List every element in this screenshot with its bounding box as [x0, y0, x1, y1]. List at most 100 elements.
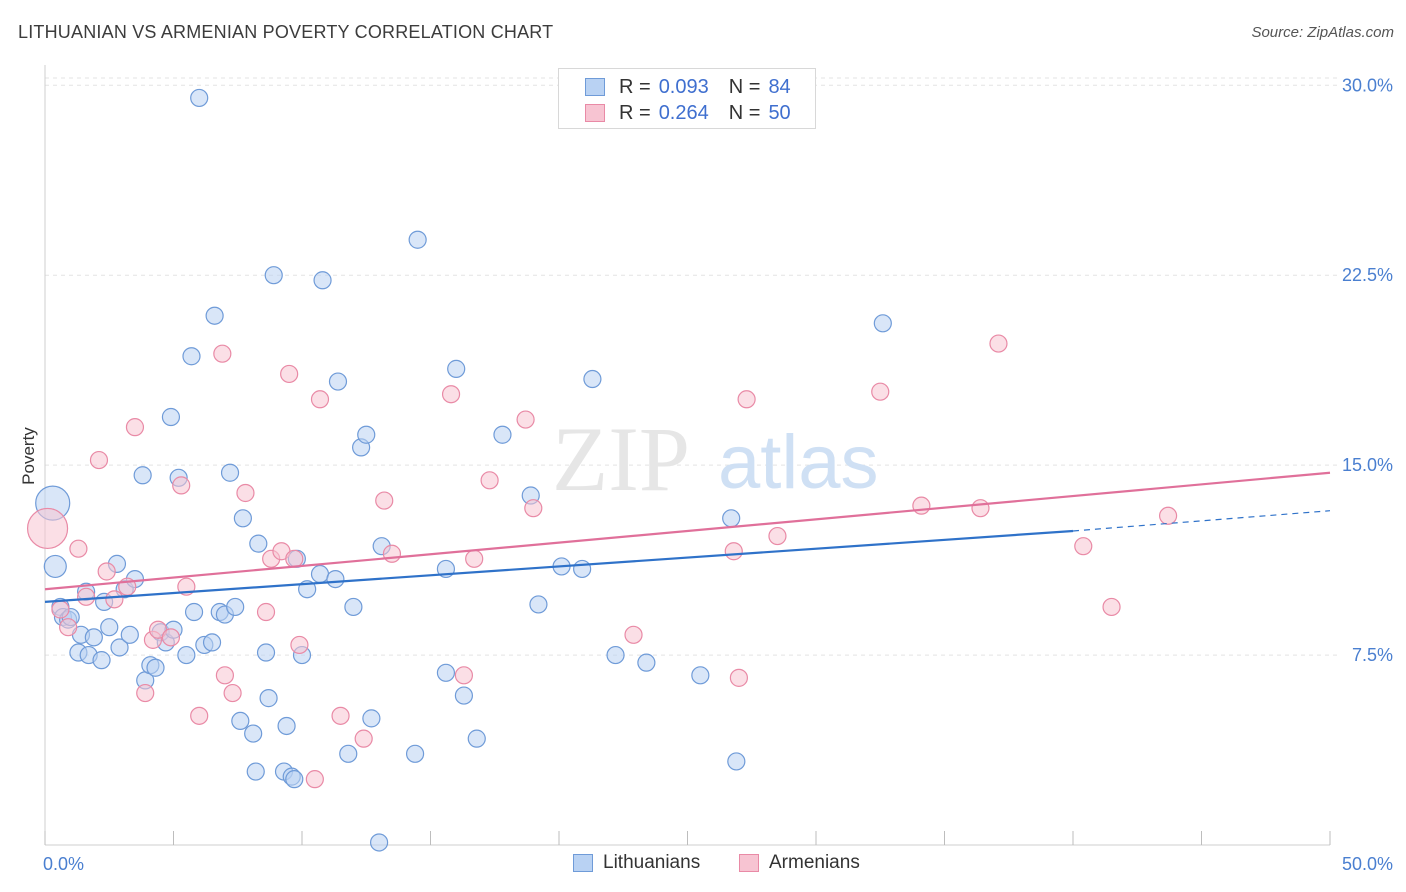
stats-row-lithuanians: R = 0.093 N = 84 [585, 75, 791, 99]
armenian-point [912, 496, 931, 515]
lithuanian-point [84, 628, 103, 647]
r-label: R = [619, 75, 651, 98]
armenian-point [125, 418, 145, 437]
armenians-swatch [739, 854, 759, 872]
lithuanians-swatch [573, 854, 593, 872]
armenian-point [516, 410, 535, 429]
y-tick-label: 30.0% [1342, 75, 1393, 95]
r-label: R = [619, 101, 651, 124]
lithuanian-point [583, 369, 602, 389]
lithuanian-point [691, 666, 710, 685]
series-legend: Lithuanians Armenians [0, 852, 1406, 878]
lithuanian-point [43, 554, 67, 579]
armenian-point [382, 544, 402, 563]
legend-label: Lithuanians [603, 852, 701, 873]
n-value: 84 [768, 75, 791, 98]
lithuanian-point [447, 359, 466, 378]
watermark-atlas: atlas [718, 420, 879, 505]
armenian-point [172, 476, 191, 495]
chart-title: LITHUANIAN VS ARMENIAN POVERTY CORRELATI… [18, 22, 554, 42]
lithuanian-point [184, 602, 204, 622]
lithuanian-point [344, 597, 363, 617]
legend-item-lithuanians[interactable]: Lithuanians [573, 852, 700, 874]
lithuanian-point [177, 645, 196, 665]
lithuanian-point [92, 651, 111, 670]
lithuanian-point [606, 645, 625, 665]
lithuanian-point [573, 559, 592, 579]
armenians-trend-line [44, 471, 1331, 591]
armenian-point [161, 628, 181, 647]
lithuanian-point [249, 534, 268, 553]
armenian-point [971, 499, 990, 518]
lithuanian-point [259, 689, 278, 708]
lithuanian-point [133, 466, 152, 485]
stats-legend: R = 0.093 N = 84 R = 0.264 N = 50 [558, 68, 816, 129]
lithuanian-point [357, 425, 376, 444]
lithuanian-point [285, 770, 304, 789]
source-label: Source: ZipAtlas.com [1251, 24, 1394, 41]
armenian-point [871, 382, 890, 401]
lithuanian-point [408, 230, 427, 249]
armenian-point [524, 499, 543, 518]
n-label: N = [728, 75, 761, 98]
armenian-point [331, 706, 350, 725]
armenian-point [280, 364, 299, 384]
armenian-point [26, 507, 69, 550]
armenian-point [213, 344, 232, 363]
lithuanian-point [264, 266, 283, 285]
lithuanian-point [202, 633, 222, 652]
armenian-point [89, 450, 109, 470]
trend-lines [44, 471, 1331, 603]
armenian-point [136, 683, 155, 703]
lithuanian-point [326, 569, 345, 589]
armenian-point [97, 562, 116, 581]
x-tick-label: 50.0% [1342, 854, 1393, 874]
lithuanian-point [256, 643, 276, 662]
lithuanians-swatch [585, 78, 605, 96]
lithuanian-point [182, 347, 201, 366]
stats-row-armenians: R = 0.264 N = 50 [585, 101, 791, 125]
lithuanian-point [190, 88, 209, 108]
armenian-point [51, 600, 70, 619]
watermark-zip: ZIP [552, 408, 690, 510]
lithuanian-point [161, 407, 181, 427]
lithuanian-point [120, 625, 139, 644]
y-tick-label: 7.5% [1352, 645, 1393, 665]
armenian-point [724, 542, 743, 561]
data-points [26, 88, 1178, 852]
lithuanians-trend-line [44, 529, 1074, 603]
legend-item-armenians[interactable]: Armenians [739, 852, 860, 874]
armenian-point [256, 602, 276, 622]
armenian-point [989, 334, 1008, 353]
armenian-point [285, 549, 304, 568]
lithuanian-point [873, 314, 892, 333]
x-tick-label: 0.0% [43, 854, 84, 874]
grid-lines [45, 77, 1340, 656]
lithuanian-point [233, 509, 252, 528]
lithuanian-point [146, 658, 165, 677]
armenian-point [480, 471, 499, 490]
armenian-point [624, 625, 643, 644]
lithuanian-point [310, 564, 330, 584]
lithuanian-point [454, 686, 474, 705]
lithuanian-point [405, 744, 425, 763]
armenian-point [441, 385, 461, 404]
lithuanian-point [467, 729, 486, 748]
armenian-point [729, 668, 749, 687]
armenian-point [236, 483, 255, 503]
tick-labels: 7.5% 15.0% 22.5% 30.0% 0.0% 50.0% [43, 75, 1393, 874]
r-value: 0.093 [658, 75, 709, 98]
armenian-point [1102, 597, 1121, 617]
armenian-point [190, 706, 209, 725]
lithuanian-point [231, 711, 250, 731]
lithuanian-point [362, 709, 381, 728]
armenian-point [1074, 537, 1093, 556]
lithuanian-point [722, 509, 741, 528]
lithuanian-point [436, 663, 456, 682]
lithuanian-point [110, 638, 129, 657]
armenian-point [69, 539, 88, 558]
lithuanian-point [244, 724, 263, 743]
lithuanian-point [246, 762, 265, 781]
armenian-point [290, 635, 309, 655]
